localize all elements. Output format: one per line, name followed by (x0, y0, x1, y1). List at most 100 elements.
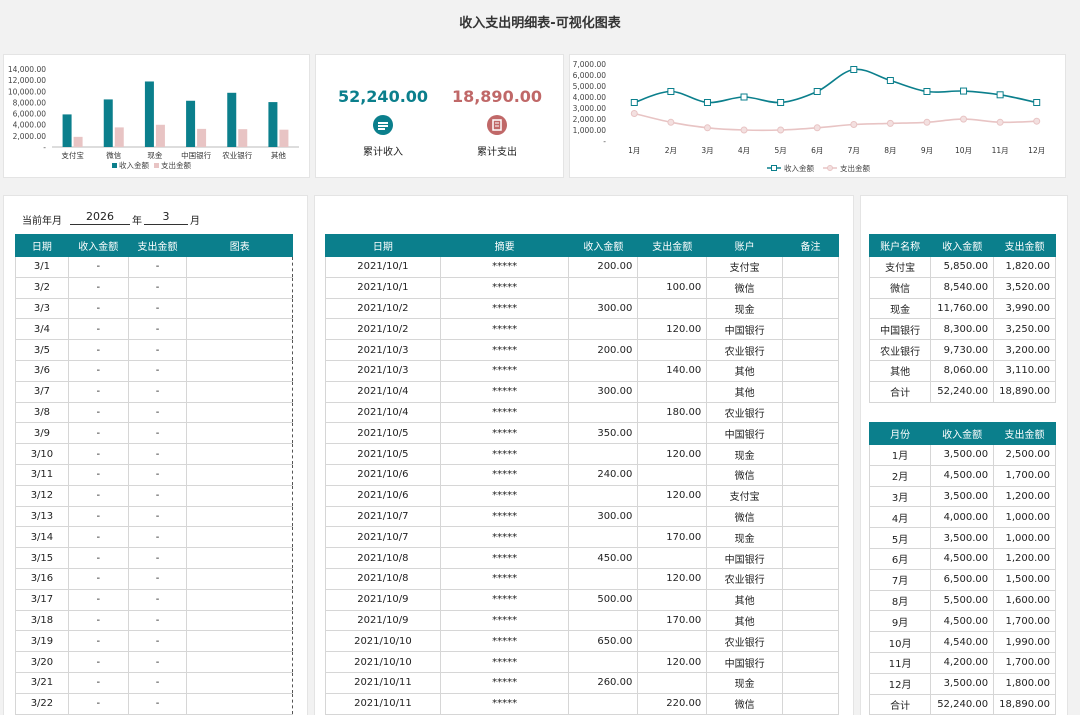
table-cell[interactable]: 微信 (706, 505, 784, 528)
month-row[interactable]: 10月 4,540.00 1,990.00 (868, 631, 1056, 653)
table-cell[interactable]: 9月 (868, 610, 932, 633)
month-row[interactable]: 11月 4,200.00 1,700.00 (868, 651, 1056, 674)
table-cell[interactable] (637, 297, 708, 320)
table-cell[interactable]: 2021/10/7 (325, 505, 441, 528)
table-cell[interactable]: 3/5 (15, 339, 69, 361)
daily-row[interactable]: 3/2- - (15, 276, 293, 299)
table-cell[interactable] (782, 609, 839, 632)
table-cell[interactable]: 3/12 (15, 484, 69, 507)
daily-row[interactable]: 3/6- - (15, 359, 293, 382)
detail-row[interactable]: 2021/10/11 ***** 260.00 现金 (325, 671, 839, 694)
daily-row[interactable]: 3/1- - (15, 256, 293, 278)
month-row[interactable]: 9月 4,500.00 1,700.00 (868, 610, 1056, 633)
month-row[interactable]: 8月 5,500.00 1,600.00 (868, 589, 1056, 612)
table-cell[interactable]: - (67, 463, 129, 486)
table-cell[interactable]: - (67, 359, 129, 382)
table-cell[interactable] (637, 422, 708, 445)
month-row[interactable]: 5月 3,500.00 1,000.00 (868, 527, 1056, 549)
table-cell[interactable]: 120.00 (637, 318, 708, 341)
table-cell[interactable]: - (127, 463, 188, 486)
table-cell[interactable]: 农业银行 (868, 339, 932, 361)
table-cell[interactable]: 2021/10/2 (325, 297, 441, 320)
table-cell[interactable]: 2021/10/1 (325, 276, 441, 299)
table-cell[interactable]: ***** (439, 318, 570, 341)
table-cell[interactable]: ***** (439, 463, 570, 486)
detail-row[interactable]: 2021/10/1 ***** 100.00 微信 (325, 276, 839, 299)
table-cell[interactable]: 120.00 (637, 443, 708, 465)
table-cell[interactable]: 12月 (868, 672, 932, 695)
table-cell[interactable]: - (67, 256, 129, 278)
table-cell[interactable]: 260.00 (568, 671, 639, 694)
table-cell[interactable]: 3/9 (15, 422, 69, 445)
table-cell[interactable]: 其他 (706, 609, 784, 632)
detail-row[interactable]: 2021/10/4 ***** 180.00 农业银行 (325, 401, 839, 424)
table-cell[interactable]: - (127, 339, 188, 361)
detail-row[interactable]: 2021/10/5 ***** 120.00 现金 (325, 443, 839, 465)
table-cell[interactable] (568, 526, 639, 549)
table-cell[interactable]: 农业银行 (706, 630, 784, 653)
table-cell[interactable]: - (67, 443, 129, 465)
table-cell[interactable]: - (127, 401, 188, 424)
table-cell[interactable]: - (127, 526, 188, 549)
daily-row[interactable]: 3/16- - (15, 567, 293, 590)
table-cell[interactable]: 合计 (868, 380, 932, 403)
table-cell[interactable]: 2021/10/7 (325, 526, 441, 549)
month-row[interactable]: 12月 3,500.00 1,800.00 (868, 672, 1056, 695)
table-cell[interactable]: 2021/10/4 (325, 380, 441, 403)
table-cell[interactable]: - (127, 651, 188, 673)
table-cell[interactable] (637, 547, 708, 569)
table-cell[interactable] (637, 588, 708, 611)
table-cell[interactable]: 180.00 (637, 401, 708, 424)
table-cell[interactable]: 支付宝 (706, 484, 784, 507)
table-cell[interactable]: ***** (439, 671, 570, 694)
table-cell[interactable]: - (67, 651, 129, 673)
table-cell[interactable]: ***** (439, 547, 570, 569)
table-cell[interactable]: - (127, 256, 188, 278)
table-cell[interactable]: 微信 (706, 463, 784, 486)
table-cell[interactable]: - (127, 547, 188, 569)
detail-row[interactable]: 2021/10/7 ***** 300.00 微信 (325, 505, 839, 528)
table-cell[interactable]: 其他 (706, 588, 784, 611)
table-cell[interactable]: 3/21 (15, 671, 69, 694)
table-cell[interactable]: ***** (439, 443, 570, 465)
month-row[interactable]: 4月 4,000.00 1,000.00 (868, 506, 1056, 529)
table-cell[interactable]: 1,700.00 (993, 464, 1056, 487)
table-cell[interactable]: 18,890.00 (993, 380, 1056, 403)
month-row[interactable]: 1月 3,500.00 2,500.00 (868, 444, 1056, 466)
table-cell[interactable]: 2021/10/6 (325, 484, 441, 507)
table-cell[interactable] (782, 443, 839, 465)
table-cell[interactable]: 3/13 (15, 505, 69, 528)
table-cell[interactable]: 中国银行 (706, 547, 784, 569)
detail-row[interactable]: 2021/10/8 ***** 450.00 中国银行 (325, 547, 839, 569)
table-cell[interactable]: 1,200.00 (993, 485, 1056, 508)
table-cell[interactable]: ***** (439, 692, 570, 715)
daily-row[interactable]: 3/22- - (15, 692, 293, 715)
month-row[interactable]: 2月 4,500.00 1,700.00 (868, 464, 1056, 487)
daily-row[interactable]: 3/4- - (15, 318, 293, 341)
detail-row[interactable]: 2021/10/9 ***** 500.00 其他 (325, 588, 839, 611)
detail-row[interactable]: 2021/10/6 ***** 240.00 微信 (325, 463, 839, 486)
table-cell[interactable]: 4,500.00 (930, 547, 995, 570)
table-cell[interactable]: 2021/10/11 (325, 692, 441, 715)
daily-row[interactable]: 3/18- - (15, 609, 293, 632)
table-cell[interactable]: 4,500.00 (930, 464, 995, 487)
detail-row[interactable]: 2021/10/10 ***** 650.00 农业银行 (325, 630, 839, 653)
table-cell[interactable] (637, 463, 708, 486)
table-cell[interactable]: - (67, 526, 129, 549)
table-cell[interactable] (637, 671, 708, 694)
table-cell[interactable]: 8月 (868, 589, 932, 612)
table-cell[interactable]: 3,990.00 (993, 297, 1056, 320)
table-cell[interactable]: 3/11 (15, 463, 69, 486)
table-cell[interactable]: - (127, 484, 188, 507)
table-cell[interactable]: 其他 (706, 380, 784, 403)
account-row[interactable]: 中国银行 8,300.00 3,250.00 (868, 318, 1056, 341)
table-cell[interactable]: 农业银行 (706, 339, 784, 361)
table-cell[interactable]: 3,110.00 (993, 359, 1056, 382)
table-cell[interactable]: 其他 (706, 359, 784, 382)
table-cell[interactable]: 现金 (706, 671, 784, 694)
table-cell[interactable] (782, 671, 839, 694)
table-cell[interactable]: 450.00 (568, 547, 639, 569)
table-cell[interactable]: 120.00 (637, 567, 708, 590)
table-cell[interactable] (568, 609, 639, 632)
table-cell[interactable]: 微信 (706, 692, 784, 715)
